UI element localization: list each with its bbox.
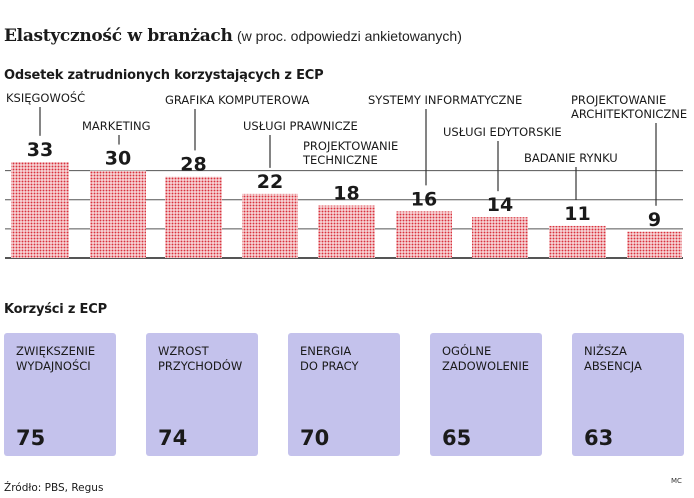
author-credit: MC — [671, 477, 682, 485]
category-label: PROJEKTOWANIE ARCHITEKTONICZNE — [571, 93, 687, 121]
benefit-card: ENERGIA DO PRACY 70 — [288, 333, 400, 456]
bar-value-label: 11 — [564, 203, 590, 225]
bar — [165, 176, 222, 258]
bar — [627, 232, 682, 258]
bar-chart: 33 KSIĘGOWOŚĆ 30 MARKETING 28 GRAFIKA KOMPUTE… — [0, 0, 694, 300]
category-label: GRAFIKA KOMPUTEROWA — [165, 93, 309, 107]
category-label: USŁUGI EDYTORSKIE — [443, 125, 562, 139]
benefit-value: 74 — [158, 426, 187, 450]
benefit-value: 75 — [16, 426, 45, 450]
bar-value-label: 30 — [105, 148, 131, 170]
category-label: PROJEKTOWANIE TECHNICZNE — [302, 139, 398, 167]
benefit-card: NIŻSZA ABSENCJA 63 — [572, 333, 684, 456]
bar-value-label: 14 — [487, 194, 513, 216]
bar — [11, 162, 69, 258]
bar — [90, 171, 146, 258]
benefit-value: 65 — [442, 426, 471, 450]
bar-value-label: 22 — [257, 171, 283, 193]
category-label: KSIĘGOWOŚĆ — [6, 90, 85, 105]
benefit-label: NIŻSZA ABSENCJA — [584, 344, 642, 374]
bar-value-label: 28 — [180, 153, 206, 175]
category-label: BADANIE RYNKU — [524, 151, 618, 165]
benefits-title: Korzyści z ECP — [4, 302, 107, 317]
benefit-value: 70 — [300, 426, 329, 450]
category-label: USŁUGI PRAWNICZE — [243, 119, 358, 133]
bar — [318, 206, 375, 258]
benefit-card: ZWIĘKSZENIE WYDAJNOŚCI 75 — [4, 333, 116, 456]
bar — [472, 217, 528, 258]
bar — [396, 211, 452, 258]
benefit-value: 63 — [584, 426, 613, 450]
benefit-label: ENERGIA DO PRACY — [300, 344, 359, 374]
source-note: Źródło: PBS, Regus — [4, 482, 103, 494]
bar-value-label: 18 — [333, 183, 359, 205]
bar-value-label: 9 — [648, 209, 661, 231]
benefit-label: OGÓLNE ZADOWOLENIE — [442, 344, 529, 374]
benefit-card: WZROST PRZYCHODÓW 74 — [146, 333, 258, 456]
category-label: SYSTEMY INFORMATYCZNE — [368, 93, 522, 107]
benefit-card: OGÓLNE ZADOWOLENIE 65 — [430, 333, 542, 456]
bar — [242, 194, 298, 258]
benefit-label: ZWIĘKSZENIE WYDAJNOŚCI — [16, 344, 95, 374]
bar — [549, 226, 606, 258]
bar-value-label: 33 — [27, 139, 53, 161]
bar-value-label: 16 — [411, 188, 437, 210]
benefit-label: WZROST PRZYCHODÓW — [158, 344, 242, 374]
category-label: MARKETING — [82, 119, 151, 133]
